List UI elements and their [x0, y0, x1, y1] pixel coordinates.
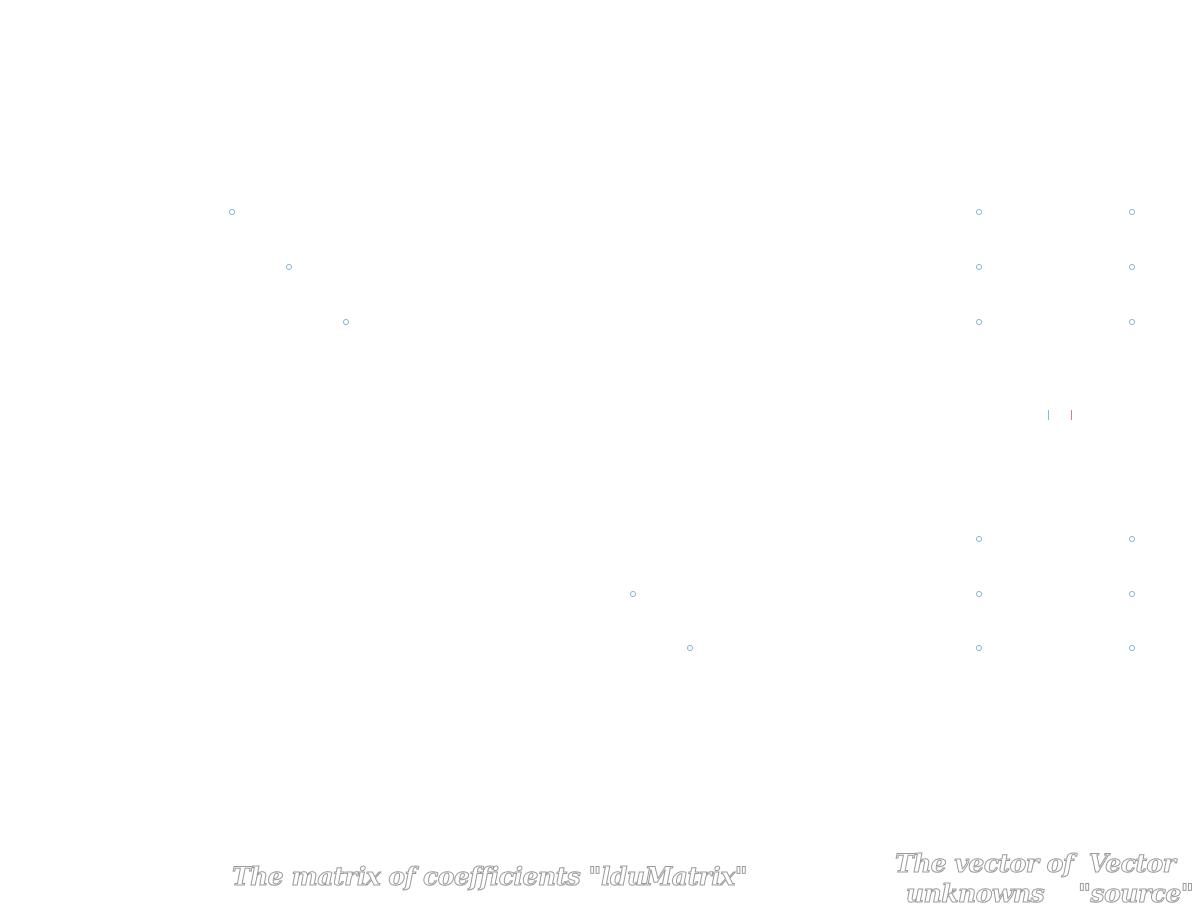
source-vector-entry: [1129, 264, 1135, 270]
matrix-diagonal-entry: [687, 645, 693, 651]
unknowns-vector-entry: [976, 264, 982, 270]
equals-sign-left-tick: [1048, 410, 1049, 420]
unknowns-vector-entry: [976, 591, 982, 597]
unknowns-vector-entry: [976, 319, 982, 325]
matrix-diagonal-entry: [286, 264, 292, 270]
source-caption-line2: "source": [1078, 879, 1195, 909]
matrix-diagonal-entry: [343, 319, 349, 325]
source-vector-entry: [1129, 209, 1135, 215]
unknowns-caption-line2: unknowns: [905, 879, 1045, 909]
source-vector-entry: [1129, 591, 1135, 597]
unknowns-caption: The vector of unknowns: [895, 849, 1075, 909]
matrix-diagonal-entry: [229, 209, 235, 215]
equals-sign-right-tick: [1071, 410, 1072, 420]
unknowns-caption-line1: The vector of: [895, 849, 1075, 879]
unknowns-vector-entry: [976, 536, 982, 542]
source-vector-entry: [1129, 319, 1135, 325]
unknowns-vector-entry: [976, 209, 982, 215]
source-vector-entry: [1129, 536, 1135, 542]
source-vector-entry: [1129, 645, 1135, 651]
source-caption: Vector "source": [1078, 849, 1195, 909]
matrix-diagonal-entry: [630, 591, 636, 597]
matrix-caption: The matrix of coefficients "lduMatrix": [232, 862, 749, 892]
unknowns-vector-entry: [976, 645, 982, 651]
source-caption-line1: Vector: [1088, 849, 1176, 879]
